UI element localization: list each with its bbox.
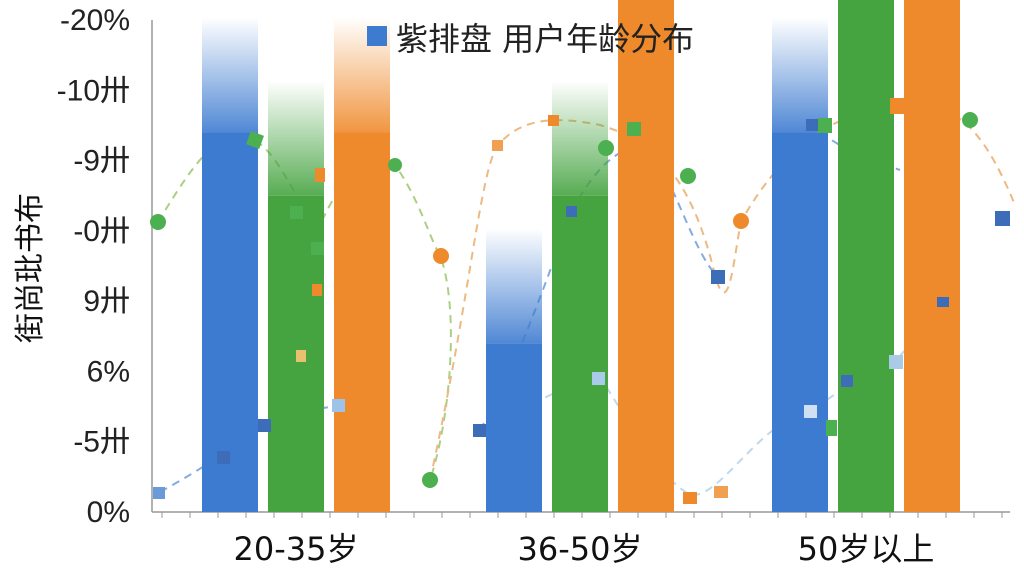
marker-blue [937,297,949,307]
y-tick-label: -9卅 [73,145,130,178]
y-tick-label: 0% [87,496,130,529]
marker-blue [473,424,486,437]
bar [838,0,894,512]
marker-orange [548,115,559,126]
bar [202,132,258,512]
bar-glow [486,228,542,344]
marker-blue [806,119,818,131]
bar [772,132,828,512]
y-tick-label: 9卅 [83,285,130,318]
marker-blue [217,451,230,464]
marker-green [598,140,614,156]
bar-glow [268,80,324,196]
marker-orange [492,140,503,151]
marker-green [826,420,837,436]
marker-green [817,118,832,133]
marker-green [962,112,978,128]
marker-green [680,168,696,184]
chart-title: 紫排盘 用户年龄分布 [396,20,694,58]
marker-blue [258,419,271,432]
marker-orange [348,171,364,187]
bar [552,195,608,512]
bar [618,0,674,512]
marker-orange [683,492,697,504]
category-label: 50岁以上 [798,530,935,568]
marker-blue [841,375,853,387]
legend-swatch [367,26,387,46]
marker-blue [995,211,1010,226]
marker-blue [711,270,725,284]
marker-green [388,158,402,172]
bar [486,343,542,512]
marker-green [627,122,641,136]
category-label: 36-50岁 [518,530,643,568]
y-tick-label: 6% [87,355,130,388]
x-tick-marks [161,512,1003,518]
marker-blue [804,405,817,418]
y-tick-label: -5卅 [73,426,130,459]
legend: 紫排盘 用户年龄分布 [367,20,694,58]
category-label: 20-35岁 [234,530,359,568]
marker-blue [153,487,165,499]
marker-green [246,131,264,149]
y-tick-label: -0卅 [73,215,130,248]
marker-orange [296,350,306,362]
bar-glow [552,80,608,196]
marker-green [311,242,324,255]
marker-green [290,206,303,219]
marker-orange [433,248,449,264]
y-tick-label: -20% [60,4,130,37]
y-axis-label: 街尚玭书布 [13,193,48,343]
y-tick-label: -10卅 [57,74,130,107]
decorative-markers [150,98,1010,504]
marker-orange [714,486,728,498]
marker-blue [332,399,345,412]
bar [334,132,390,512]
marker-blue [592,372,605,385]
marker-orange [315,168,325,182]
category-labels: 20-35岁 36-50岁 50岁以上 [234,530,935,568]
marker-green [150,214,166,230]
marker-orange [890,98,906,114]
marker-blue [889,355,903,369]
marker-orange [733,213,749,229]
bar [904,0,960,512]
bars [202,0,960,512]
bar-glow [772,17,828,133]
marker-orange [312,284,322,296]
marker-green [422,472,438,488]
marker-blue [566,206,577,217]
y-tick-labels: 0% -5卅 6% 9卅 -0卅 -9卅 -10卅 -20% [57,4,130,529]
bar-glow [202,17,258,133]
